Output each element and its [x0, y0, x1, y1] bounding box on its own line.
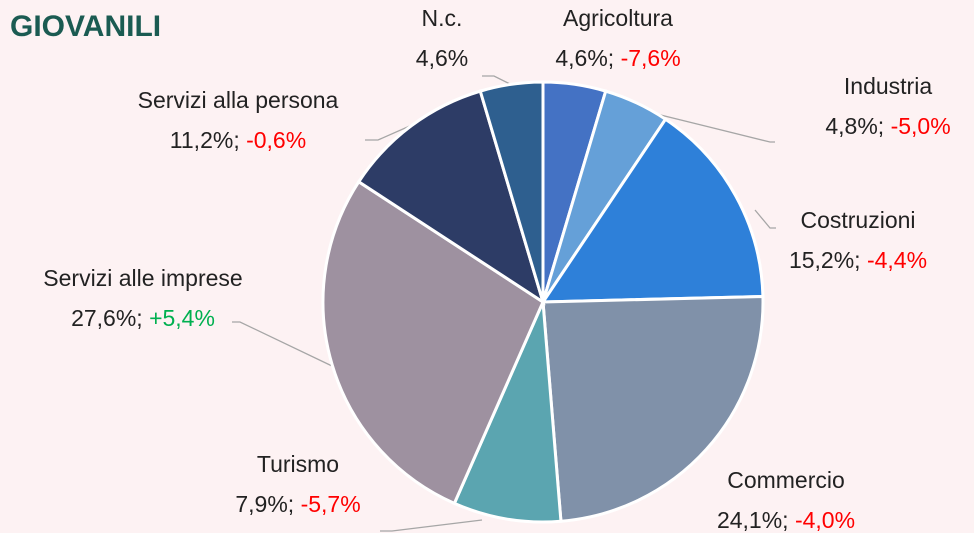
slice-value-label: 11,2%; -0,6%: [170, 127, 306, 153]
value-label: 4,8%: [825, 113, 877, 139]
value-label: 27,6%: [71, 305, 136, 331]
label-separator: ;: [136, 305, 149, 331]
label-separator: ;: [878, 113, 891, 139]
label-separator: ;: [608, 45, 621, 71]
change-label: -4,4%: [867, 247, 927, 273]
slice-value-label: 27,6%; +5,4%: [71, 305, 215, 331]
value-label: 4,6%: [416, 45, 468, 71]
pie-slice: [541, 294, 765, 523]
change-label: -4,0%: [795, 507, 855, 533]
slice-value-label: 4,6%: [416, 45, 468, 71]
leader-line: [380, 519, 483, 532]
label-separator: ;: [854, 247, 867, 273]
change-label: +5,4%: [149, 305, 215, 331]
pie-slice: [356, 89, 546, 306]
chart-title: GIOVANILI: [10, 10, 161, 43]
pie-slice: [452, 301, 563, 524]
change-label: -5,7%: [301, 491, 361, 517]
change-label: -0,6%: [246, 127, 306, 153]
slice-value-label: 24,1%; -4,0%: [717, 507, 855, 533]
label-separator: ;: [233, 127, 246, 153]
slice-value-label: 15,2%; -4,4%: [789, 247, 927, 273]
slice-name: Costruzioni: [800, 207, 915, 233]
slice-name: Industria: [844, 73, 932, 99]
value-label: 24,1%: [717, 507, 782, 533]
slice-name: Servizi alla persona: [138, 87, 339, 113]
slice-value-label: 4,6%; -7,6%: [555, 45, 680, 71]
value-label: 7,9%: [235, 491, 287, 517]
leader-line: [754, 209, 776, 229]
slice-value-label: 7,9%; -5,7%: [235, 491, 360, 517]
value-label: 11,2%: [170, 127, 234, 153]
slice-name: Servizi alle imprese: [43, 265, 242, 291]
slice-name: N.c.: [422, 5, 463, 31]
slice-name: Commercio: [727, 467, 845, 493]
change-label: -5,0%: [891, 113, 951, 139]
slice-name: Turismo: [257, 451, 339, 477]
slice-value-label: 4,8%; -5,0%: [825, 113, 950, 139]
change-label: -7,6%: [621, 45, 681, 71]
leader-line: [232, 321, 333, 367]
leader-line: [482, 75, 513, 86]
label-separator: ;: [782, 507, 795, 533]
value-label: 4,6%: [555, 45, 607, 71]
pie-slice: [478, 80, 545, 303]
pie-slice: [540, 117, 765, 304]
label-separator: ;: [288, 491, 301, 517]
value-label: 15,2%: [789, 247, 854, 273]
slice-name: Agricoltura: [563, 5, 673, 31]
pie-slice: [321, 179, 545, 506]
leader-line: [365, 124, 413, 141]
